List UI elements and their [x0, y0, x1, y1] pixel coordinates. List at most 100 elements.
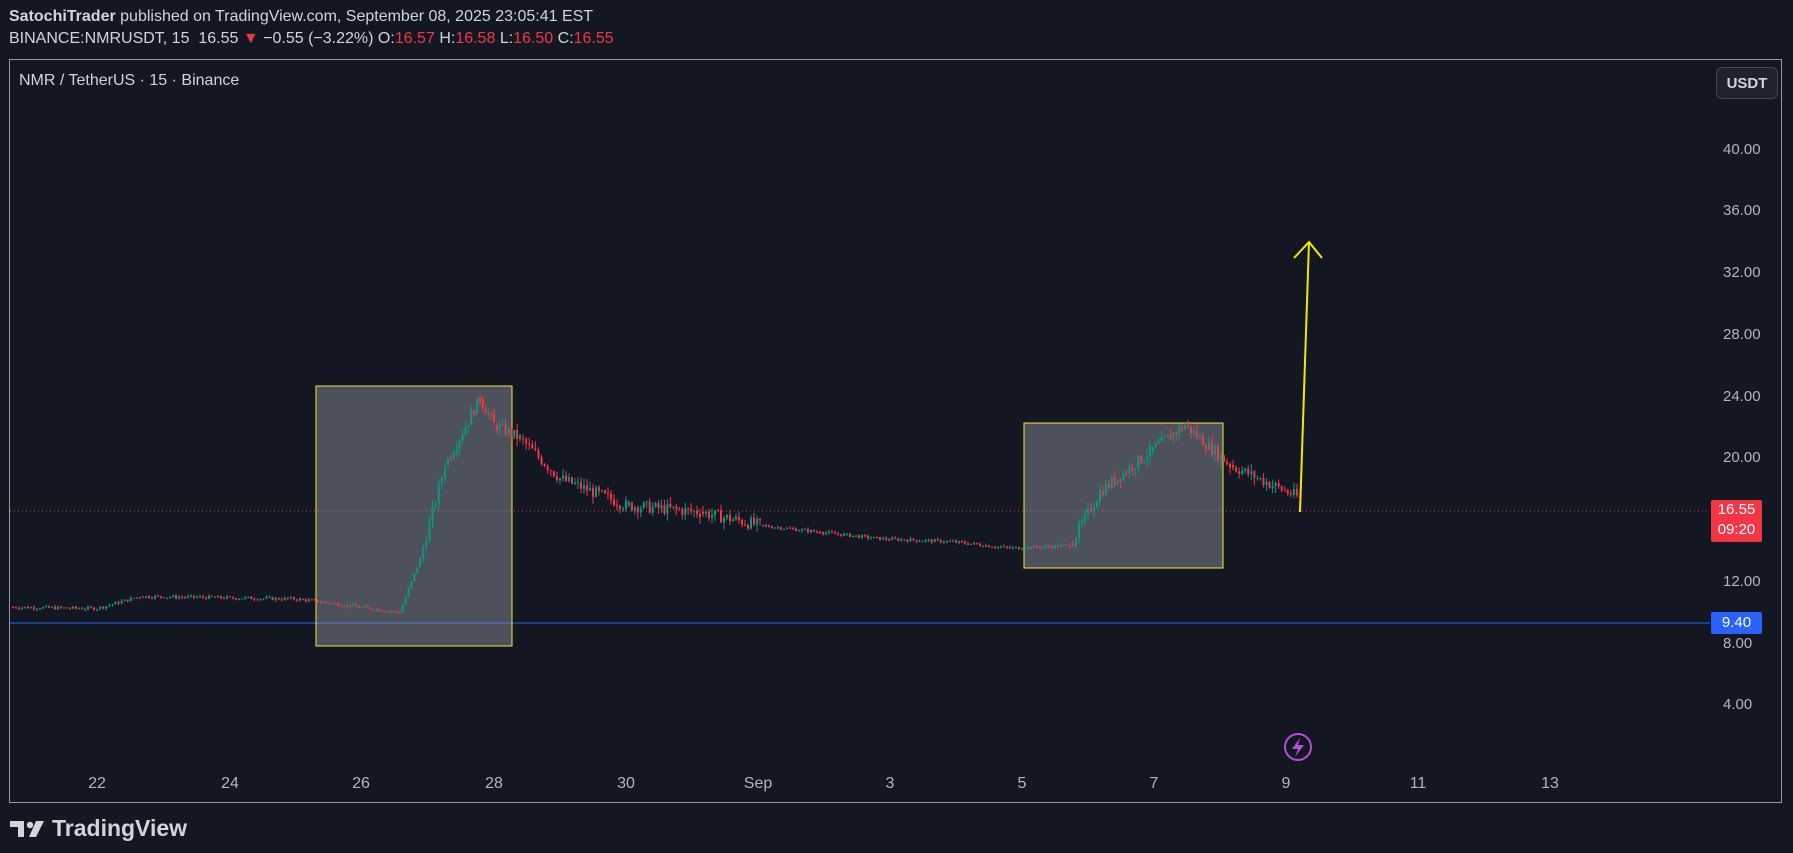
- candle-body: [126, 599, 129, 602]
- candle-body: [976, 543, 978, 545]
- candle-body: [1238, 471, 1241, 475]
- candle-body: [166, 597, 168, 599]
- candle-body: [693, 510, 696, 512]
- currency-button[interactable]: USDT: [1716, 67, 1778, 99]
- x-tick: 7: [1149, 775, 1159, 792]
- candle-body: [1030, 546, 1032, 549]
- candle-body: [1211, 442, 1213, 455]
- candle-body: [1169, 434, 1172, 440]
- candle-body: [825, 532, 827, 535]
- candle-body: [476, 397, 479, 416]
- y-tick: 32.00: [1723, 264, 1761, 281]
- candle-body: [762, 525, 764, 527]
- candle-body: [105, 606, 108, 609]
- candle-body: [735, 516, 737, 520]
- candle-body: [801, 529, 803, 531]
- candle-body: [619, 506, 621, 509]
- x-tick: 26: [352, 775, 370, 792]
- candle-body: [1066, 544, 1068, 546]
- candle-body: [250, 596, 253, 600]
- candle-body: [470, 410, 473, 425]
- candle-body: [93, 607, 95, 611]
- candle-body: [160, 595, 162, 598]
- candle-body: [111, 604, 114, 606]
- candle-body: [816, 531, 818, 533]
- candle-body: [519, 435, 521, 440]
- candle-body: [337, 603, 340, 606]
- candle-body: [807, 529, 809, 533]
- candle-body: [1172, 432, 1175, 440]
- candle-body: [226, 596, 228, 599]
- target-arrow-head: [1293, 240, 1323, 259]
- candle-body: [921, 541, 924, 543]
- candle-body: [858, 535, 860, 538]
- candle-body: [217, 596, 219, 598]
- candle-body: [135, 597, 138, 599]
- candle-body: [1075, 538, 1077, 546]
- candle-body: [396, 611, 399, 613]
- candle-body: [696, 510, 699, 515]
- candle-body: [1018, 547, 1020, 550]
- candle-body: [783, 528, 785, 530]
- candle-body: [1122, 472, 1125, 481]
- x-tick: 13: [1541, 775, 1559, 792]
- candle-body: [446, 458, 449, 466]
- candle-body: [316, 599, 319, 603]
- x-tick: 22: [88, 775, 106, 792]
- candle-body: [334, 603, 337, 605]
- candle-body: [559, 478, 561, 481]
- high-value: 16.58: [455, 30, 496, 47]
- candle-body: [283, 597, 286, 600]
- candle-body: [1163, 436, 1166, 438]
- tradingview-logo-icon: [10, 820, 44, 837]
- candle-body: [57, 606, 59, 610]
- candle-body: [642, 502, 645, 509]
- candle-body: [525, 438, 528, 444]
- candle-body: [528, 443, 531, 445]
- candle-body: [1283, 490, 1286, 492]
- candle-body: [310, 599, 313, 601]
- publisher-name[interactable]: SatochiTrader: [9, 8, 116, 25]
- candle-body: [720, 510, 722, 523]
- candle-body: [286, 597, 289, 599]
- candle-body: [979, 544, 981, 546]
- candle-body: [723, 517, 725, 523]
- candle-body: [1039, 547, 1041, 549]
- candle-body: [988, 545, 990, 548]
- candle-body: [1143, 460, 1146, 463]
- candle-body: [1256, 478, 1259, 480]
- candle-body: [1214, 446, 1216, 455]
- candle-body: [349, 604, 351, 607]
- y-tick: 4.00: [1723, 696, 1753, 713]
- candle-body: [87, 606, 89, 610]
- chart-pane[interactable]: [9, 59, 1782, 803]
- candle-body: [915, 540, 918, 542]
- candle-body: [549, 470, 552, 472]
- candle-body: [479, 397, 481, 402]
- candle-body: [1000, 546, 1002, 548]
- candle-body: [708, 511, 710, 518]
- candle-body: [882, 538, 885, 540]
- candle-body: [208, 595, 210, 599]
- candle-body: [595, 487, 597, 497]
- candle-body: [982, 545, 984, 547]
- candle-body: [360, 606, 363, 608]
- candle-body: [510, 428, 513, 437]
- candle-body: [75, 606, 77, 609]
- candle-body: [401, 604, 404, 613]
- candle-body: [726, 514, 728, 518]
- candle-body: [813, 530, 815, 532]
- candle-body: [1042, 546, 1044, 548]
- candle-body: [1229, 463, 1231, 468]
- candle-body: [687, 508, 690, 510]
- candle-body: [1090, 508, 1092, 512]
- candle-body: [428, 521, 431, 542]
- candle-body: [123, 599, 126, 602]
- candle-body: [831, 531, 833, 533]
- candle-body: [1262, 477, 1265, 485]
- tradingview-logo[interactable]: TradingView: [10, 815, 187, 842]
- candle-body: [102, 606, 105, 609]
- candle-body: [372, 609, 375, 611]
- candle-body: [1009, 547, 1011, 549]
